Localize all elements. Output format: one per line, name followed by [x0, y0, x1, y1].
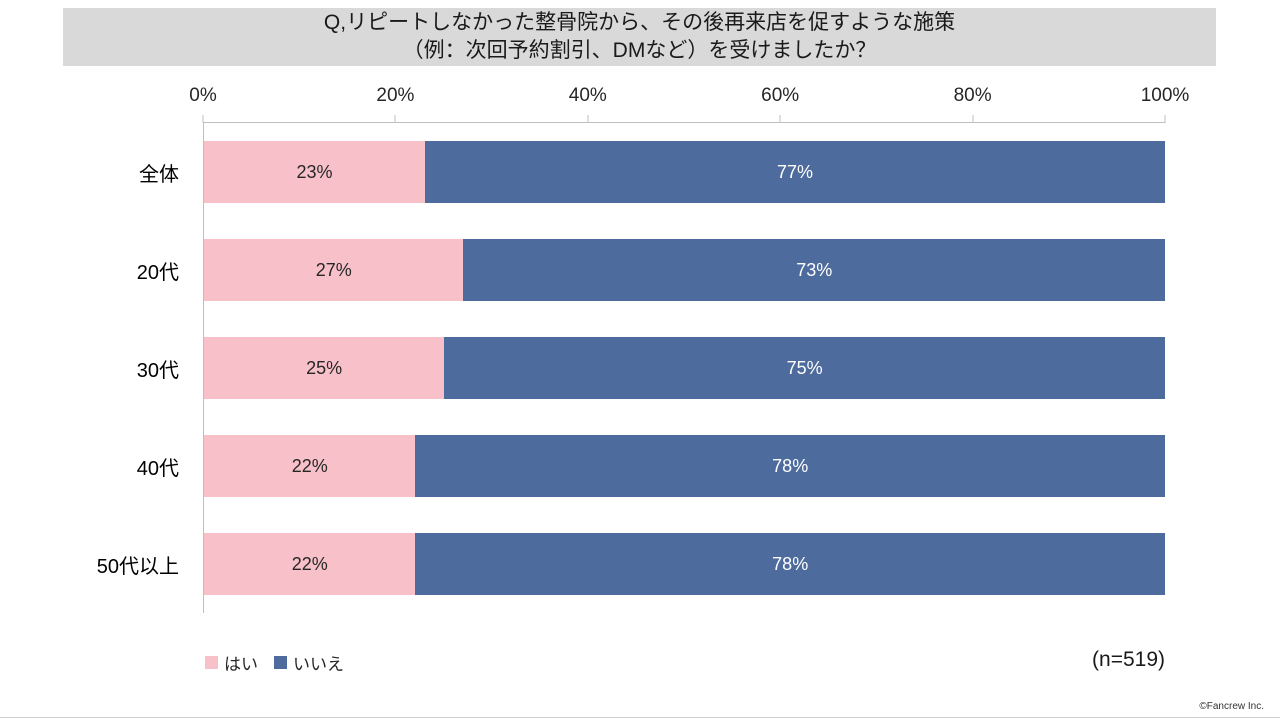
legend-item-no: いいえ: [274, 650, 344, 675]
bar-track: 23% 77%: [204, 141, 1165, 203]
bottom-edge-divider: [0, 717, 1280, 718]
bar-segment-no: 78%: [415, 533, 1165, 595]
sample-size-label: (n=519): [1092, 648, 1165, 671]
chart-title-line2: （例：次回予約割引、DMなど）を受けましたか？: [402, 39, 877, 62]
x-tick-label: 40%: [568, 85, 607, 106]
bar-segment-yes: 27%: [204, 239, 464, 301]
x-tick-mark: [779, 115, 781, 123]
bar-track: 25% 75%: [204, 337, 1165, 399]
chart-row: 30代 25% 75%: [0, 319, 1280, 417]
legend-label: はい: [224, 655, 258, 674]
x-tick-mark: [587, 115, 589, 123]
category-label: 50代以上: [96, 555, 179, 578]
bar-value-label: 23%: [296, 161, 333, 182]
bar-segment-no: 75%: [444, 337, 1165, 399]
bar-value-label: 75%: [786, 357, 823, 378]
bar-track: 27% 73%: [204, 239, 1165, 301]
x-tick-label: 0%: [189, 85, 217, 106]
bar-segment-yes: 23%: [204, 141, 426, 203]
category-label: 20代: [136, 261, 179, 284]
bar-segment-no: 73%: [463, 239, 1165, 301]
bar-track: 22% 78%: [204, 533, 1165, 595]
bar-segment-yes: 22%: [204, 435, 416, 497]
copyright-label: ©Fancrew Inc.: [1199, 701, 1264, 712]
x-tick-mark: [202, 115, 204, 123]
y-axis-line: [203, 122, 204, 613]
x-tick-mark: [1164, 115, 1166, 123]
bar-value-label: 78%: [772, 455, 809, 476]
chart-row: 全体 23% 77%: [0, 123, 1280, 221]
x-axis-line: [202, 115, 1166, 123]
bar-value-label: 78%: [772, 553, 809, 574]
x-tick-mark: [972, 115, 974, 123]
chart-row: 40代 22% 78%: [0, 417, 1280, 515]
chart-title-line1: Q,リピートしなかった整骨院から、その後再来店を促すような施策: [323, 11, 956, 34]
chart-title-banner: Q,リピートしなかった整骨院から、その後再来店を促すような施策 （例：次回予約割…: [63, 8, 1216, 66]
x-tick-mark: [394, 115, 396, 123]
legend-item-yes: はい: [205, 650, 258, 675]
x-tick-label: 20%: [376, 85, 415, 106]
bar-value-label: 22%: [291, 553, 328, 574]
bar-segment-no: 78%: [415, 435, 1165, 497]
x-tick-label: 100%: [1140, 85, 1190, 106]
chart-legend: はい いいえ: [205, 650, 344, 675]
bar-value-label: 77%: [776, 161, 814, 182]
bar-segment-yes: 22%: [204, 533, 416, 595]
x-axis-ticks: 0% 20% 40% 60% 80% 100%: [189, 85, 1189, 109]
bar-segment-yes: 25%: [204, 337, 445, 399]
chart-row: 50代以上 22% 78%: [0, 515, 1280, 613]
bar-track: 22% 78%: [204, 435, 1165, 497]
legend-swatch: [205, 656, 218, 669]
bar-value-label: 25%: [306, 357, 343, 378]
legend-label: いいえ: [293, 655, 344, 674]
x-tick-label: 60%: [761, 85, 800, 106]
bar-segment-no: 77%: [425, 141, 1165, 203]
chart-row: 20代 27% 73%: [0, 221, 1280, 319]
bar-value-label: 27%: [315, 259, 352, 280]
category-label: 30代: [136, 359, 179, 382]
x-tick-label: 80%: [953, 85, 992, 106]
bar-value-label: 22%: [291, 455, 328, 476]
category-label: 40代: [136, 457, 179, 480]
legend-swatch: [274, 656, 287, 669]
bar-value-label: 73%: [796, 259, 833, 280]
category-label: 全体: [139, 163, 179, 186]
chart-rows: 全体 23% 77% 20代 27% 73% 30代 25% 75% 40代 22% 78% 50代以上…: [0, 123, 1280, 613]
